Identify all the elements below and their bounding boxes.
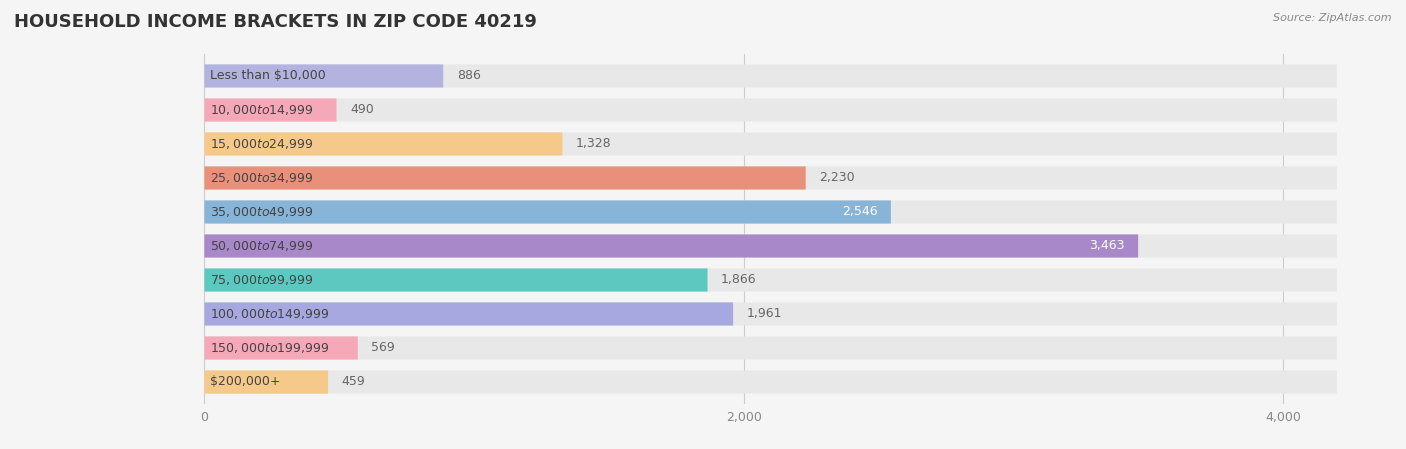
FancyBboxPatch shape	[204, 64, 1337, 88]
FancyBboxPatch shape	[204, 303, 733, 326]
Text: $200,000+: $200,000+	[209, 375, 280, 388]
FancyBboxPatch shape	[204, 132, 1337, 155]
Text: 886: 886	[457, 70, 481, 83]
Text: 3,463: 3,463	[1090, 239, 1125, 252]
FancyBboxPatch shape	[204, 98, 336, 122]
FancyBboxPatch shape	[204, 132, 562, 155]
Text: $150,000 to $199,999: $150,000 to $199,999	[209, 341, 329, 355]
Text: 2,230: 2,230	[820, 172, 855, 185]
Text: $15,000 to $24,999: $15,000 to $24,999	[209, 137, 314, 151]
Text: Less than $10,000: Less than $10,000	[209, 70, 326, 83]
FancyBboxPatch shape	[204, 200, 1337, 224]
Text: $25,000 to $34,999: $25,000 to $34,999	[209, 171, 314, 185]
FancyBboxPatch shape	[204, 303, 1337, 326]
FancyBboxPatch shape	[204, 98, 1337, 122]
FancyBboxPatch shape	[204, 200, 891, 224]
Text: 490: 490	[350, 103, 374, 116]
Text: $10,000 to $14,999: $10,000 to $14,999	[209, 103, 314, 117]
Text: $35,000 to $49,999: $35,000 to $49,999	[209, 205, 314, 219]
Text: Source: ZipAtlas.com: Source: ZipAtlas.com	[1274, 13, 1392, 23]
FancyBboxPatch shape	[204, 269, 707, 291]
Text: $75,000 to $99,999: $75,000 to $99,999	[209, 273, 314, 287]
FancyBboxPatch shape	[204, 336, 357, 360]
FancyBboxPatch shape	[204, 370, 1337, 394]
FancyBboxPatch shape	[204, 234, 1337, 258]
Text: HOUSEHOLD INCOME BRACKETS IN ZIP CODE 40219: HOUSEHOLD INCOME BRACKETS IN ZIP CODE 40…	[14, 13, 537, 31]
FancyBboxPatch shape	[204, 167, 806, 189]
Text: 1,961: 1,961	[747, 308, 782, 321]
FancyBboxPatch shape	[204, 64, 443, 88]
FancyBboxPatch shape	[204, 167, 1337, 189]
Text: $100,000 to $149,999: $100,000 to $149,999	[209, 307, 329, 321]
Text: 2,546: 2,546	[842, 206, 877, 219]
FancyBboxPatch shape	[204, 269, 1337, 291]
Text: 1,866: 1,866	[721, 273, 756, 286]
Text: 459: 459	[342, 375, 366, 388]
FancyBboxPatch shape	[204, 336, 1337, 360]
Text: 1,328: 1,328	[576, 137, 612, 150]
Text: $50,000 to $74,999: $50,000 to $74,999	[209, 239, 314, 253]
FancyBboxPatch shape	[204, 234, 1137, 258]
FancyBboxPatch shape	[204, 370, 328, 394]
Text: 569: 569	[371, 342, 395, 355]
